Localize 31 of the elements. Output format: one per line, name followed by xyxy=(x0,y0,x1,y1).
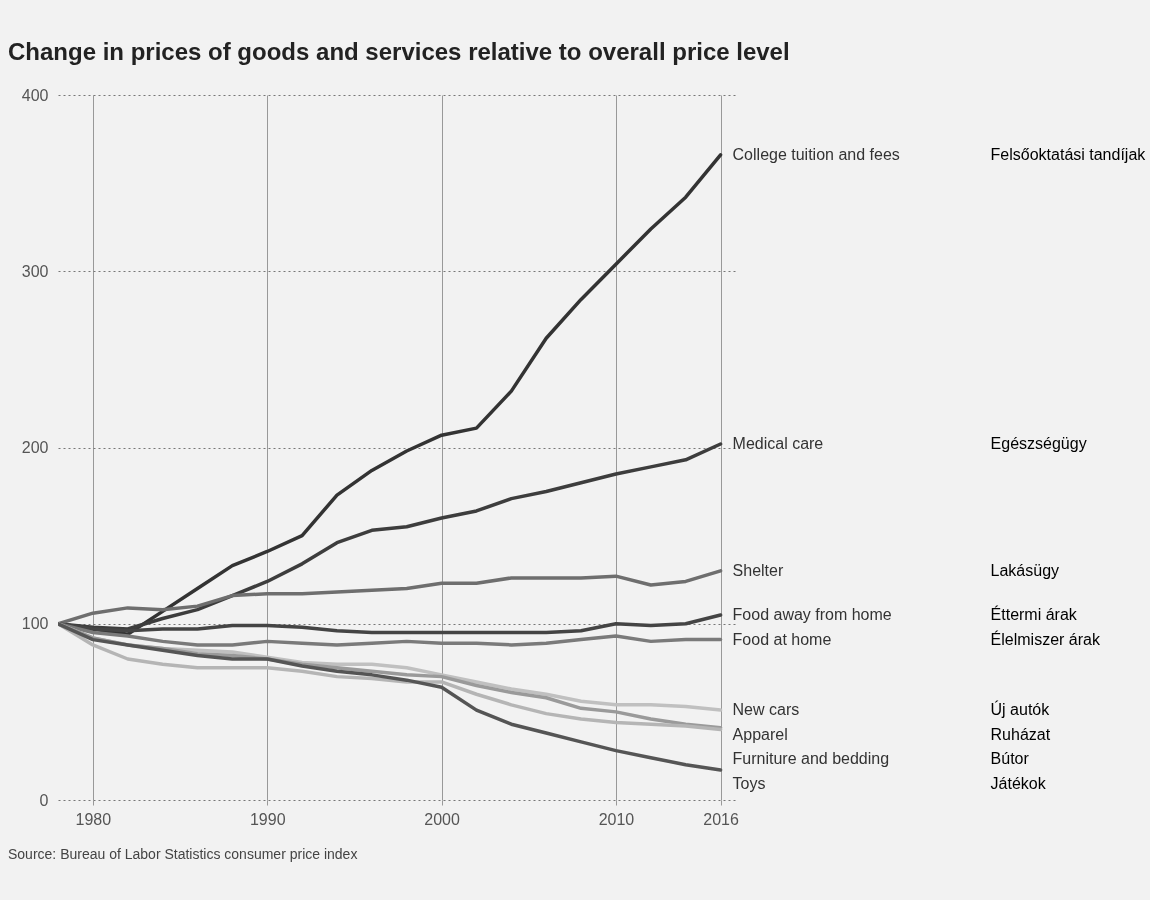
text: Játékok xyxy=(990,775,1047,793)
series-label: Shelter xyxy=(732,561,784,579)
x-tick-label: 2010 xyxy=(598,810,635,828)
text: Élelmiszer árak xyxy=(990,629,1101,648)
text: Felsőoktatási tandíjak xyxy=(990,145,1147,163)
line-series xyxy=(58,622,723,772)
text: Új autók xyxy=(990,700,1051,719)
chart-title: Change in prices of goods and services relative to overall price level xyxy=(8,38,790,65)
series-label: Toys xyxy=(732,775,766,793)
text: Ruházat xyxy=(990,725,1051,743)
y-tick-label: 0 xyxy=(39,791,49,809)
y-tick-label: 200 xyxy=(21,439,49,456)
text: Bútor xyxy=(990,750,1030,768)
series-label: New cars xyxy=(732,701,800,719)
source-note: Source: Bureau of Labor Statistics consumer price index xyxy=(8,846,358,862)
text: Éttermi árak xyxy=(990,604,1078,623)
y-tick-label: 400 xyxy=(21,86,49,104)
series-label: College tuition and fees xyxy=(732,145,900,163)
x-tick-label: 1980 xyxy=(75,810,112,828)
y-tick-label: 300 xyxy=(21,262,49,280)
x-tick-label: 1990 xyxy=(249,810,286,828)
y-tick-label: 100 xyxy=(21,615,49,633)
text: Lakásügy xyxy=(990,561,1060,579)
series-label: Food at home xyxy=(732,630,832,648)
series-label: Medical care xyxy=(732,434,824,452)
series-label: Apparel xyxy=(732,725,788,743)
series-label: Food away from home xyxy=(732,605,892,623)
text: Egészségügy xyxy=(990,434,1087,452)
x-tick-label: 2000 xyxy=(424,810,460,828)
x-tick-label: 2016 xyxy=(703,810,739,828)
series-label: Furniture and bedding xyxy=(732,750,890,768)
